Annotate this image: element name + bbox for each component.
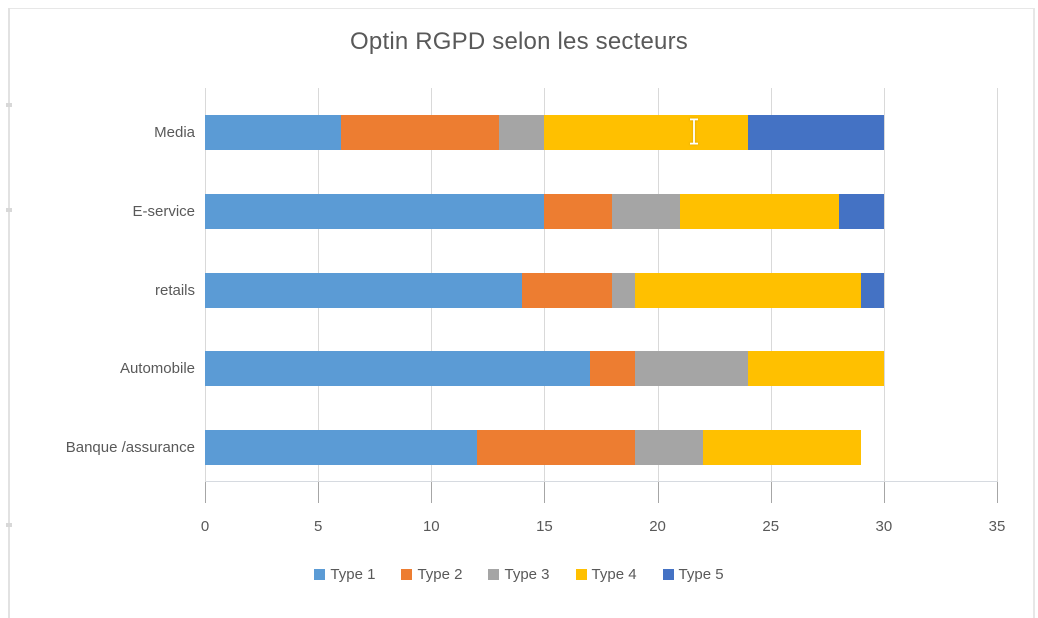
x-axis-label: 25 xyxy=(762,518,780,535)
bar-segment-type-4-0[interactable] xyxy=(544,114,749,150)
bar-segment-type-1-4[interactable] xyxy=(205,430,477,466)
axis-tick-mark xyxy=(431,482,433,503)
legend-item-type-3[interactable]: Type 3 xyxy=(488,566,550,583)
category-label: retails xyxy=(154,281,195,299)
category-label: Banque /assurance xyxy=(65,439,195,457)
x-axis-label: 20 xyxy=(649,518,666,535)
x-axis-label: 35 xyxy=(988,518,1006,535)
legend-label: Type 4 xyxy=(591,566,637,583)
bar-segment-type-5-1[interactable] xyxy=(838,193,884,229)
bar-segment-type-5-0[interactable] xyxy=(748,114,884,150)
bar-segment-type-3-0[interactable] xyxy=(499,114,545,150)
bar-segment-type-3-3[interactable] xyxy=(634,351,749,387)
legend-item-type-5[interactable]: Type 5 xyxy=(662,566,724,583)
bar-segment-type-1-2[interactable] xyxy=(205,272,522,308)
bar-segment-type-3-4[interactable] xyxy=(634,430,703,466)
legend-item-type-4[interactable]: Type 4 xyxy=(575,566,637,583)
gridline xyxy=(997,88,998,482)
gridline xyxy=(883,88,885,482)
x-axis-line xyxy=(205,481,997,482)
x-axis-label: 5 xyxy=(313,518,323,535)
axis-tick-mark xyxy=(770,482,772,503)
axis-tick-mark xyxy=(205,482,206,503)
chart-legend: Type 1 Type 2 Type 3 Type 4 Type 5 xyxy=(0,566,1038,583)
bar-segment-type-2-2[interactable] xyxy=(521,272,613,308)
bar-segment-type-2-1[interactable] xyxy=(544,193,613,229)
legend-swatch-icon xyxy=(575,569,587,580)
page-border-top xyxy=(8,8,1035,9)
legend-label: Type 1 xyxy=(330,566,376,583)
bar-segment-type-2-0[interactable] xyxy=(340,114,500,150)
legend-item-type-2[interactable]: Type 2 xyxy=(401,566,462,583)
bar-segment-type-3-2[interactable] xyxy=(612,272,635,308)
page-border-notch xyxy=(6,523,12,527)
axis-tick-mark xyxy=(997,482,998,503)
legend-label: Type 2 xyxy=(417,566,463,583)
legend-item-type-1[interactable]: Type 1 xyxy=(314,566,375,583)
legend-swatch-icon xyxy=(662,569,674,580)
bar-segment-type-4-2[interactable] xyxy=(634,272,862,308)
legend-label: Type 3 xyxy=(504,566,550,583)
bar-segment-type-2-3[interactable] xyxy=(589,351,635,387)
bar-segment-type-1-1[interactable] xyxy=(205,193,545,229)
axis-tick-mark xyxy=(883,482,885,503)
page-border-left xyxy=(8,8,10,618)
legend-swatch-icon xyxy=(401,569,413,580)
legend-label: Type 5 xyxy=(678,566,724,583)
page-border-notch xyxy=(6,103,12,107)
bar-segment-type-2-4[interactable] xyxy=(476,430,635,466)
x-axis-label: 15 xyxy=(536,518,553,535)
axis-tick-mark xyxy=(657,482,659,503)
bar-segment-type-4-1[interactable] xyxy=(680,193,839,229)
chart-title[interactable]: Optin RGPD selon les secteurs xyxy=(350,28,688,55)
axis-tick-mark xyxy=(544,482,546,503)
bar-segment-type-1-3[interactable] xyxy=(205,351,590,387)
category-label: E-service xyxy=(132,202,195,220)
bar-segment-type-5-2[interactable] xyxy=(861,272,884,308)
text-cursor-icon xyxy=(687,118,701,145)
x-axis-label: 10 xyxy=(422,518,440,535)
category-label: Media xyxy=(154,123,195,141)
category-label: Automobile xyxy=(119,360,195,378)
bar-segment-type-4-3[interactable] xyxy=(748,351,884,387)
legend-swatch-icon xyxy=(488,569,500,580)
legend-swatch-icon xyxy=(314,569,326,580)
x-axis-label: 0 xyxy=(200,518,210,535)
bar-segment-type-4-4[interactable] xyxy=(702,430,862,466)
bar-segment-type-3-1[interactable] xyxy=(612,193,681,229)
bar-segment-type-1-0[interactable] xyxy=(205,114,341,150)
axis-tick-mark xyxy=(318,482,320,503)
x-axis-label: 30 xyxy=(875,518,893,535)
page-border-right xyxy=(1033,8,1035,618)
plot-area xyxy=(205,88,998,503)
page-border-notch xyxy=(6,208,12,212)
